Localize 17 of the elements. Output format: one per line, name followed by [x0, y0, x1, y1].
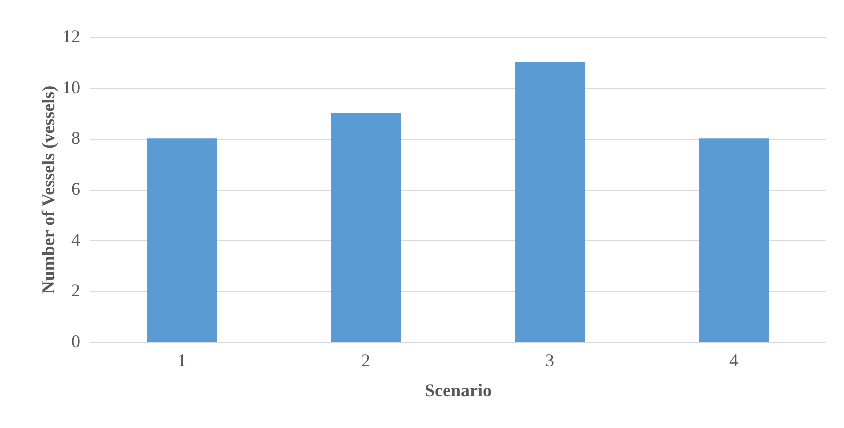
y-axis-title: Number of Vessels (vessels) — [38, 86, 58, 294]
y-tick-label: 10 — [62, 77, 80, 98]
y-tick-label: 8 — [72, 128, 80, 148]
y-tick-label: 12 — [62, 26, 80, 46]
bar — [147, 138, 217, 342]
bar — [699, 138, 769, 342]
x-tick-label: 4 — [730, 350, 738, 370]
x-axis-title: Scenario — [425, 380, 492, 400]
x-tick-label: 1 — [178, 350, 186, 370]
y-tick-label: 0 — [72, 332, 80, 352]
x-tick-label: 3 — [546, 350, 554, 370]
x-tick-label: 2 — [362, 350, 370, 370]
y-tick-label: 2 — [72, 280, 80, 301]
bar — [515, 62, 585, 342]
y-tick-label: 6 — [72, 179, 80, 199]
bar — [331, 113, 401, 342]
y-tick-label: 4 — [72, 230, 80, 250]
